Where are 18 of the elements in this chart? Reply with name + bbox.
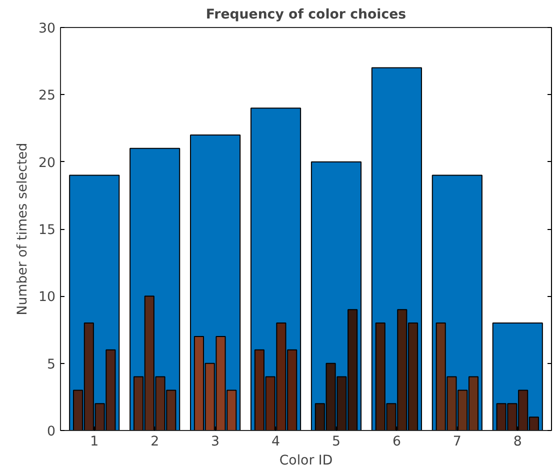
x-tick-label: 2 (150, 434, 160, 450)
y-tick-label: 30 (38, 22, 56, 36)
y-tick-label: 0 (47, 424, 56, 440)
y-tick-label: 20 (38, 156, 56, 171)
x-tick-label: 5 (332, 434, 340, 450)
y-axis-title: Number of times selected (16, 142, 31, 316)
x-axis-title: Color ID (279, 454, 333, 468)
x-tick-label: 4 (272, 434, 280, 450)
y-tick-label: 10 (38, 290, 56, 306)
x-tick-label: 7 (452, 434, 462, 450)
x-tick-label: 3 (211, 434, 220, 450)
x-tick-label: 1 (90, 434, 99, 450)
y-tick-label: 15 (38, 223, 56, 238)
y-tick-label: 5 (47, 357, 56, 372)
x-tick-label: 8 (513, 434, 522, 450)
x-tick-label: 6 (392, 434, 401, 450)
chart-title: Frequency of color choices (206, 8, 406, 22)
y-tick-label: 25 (38, 88, 56, 104)
